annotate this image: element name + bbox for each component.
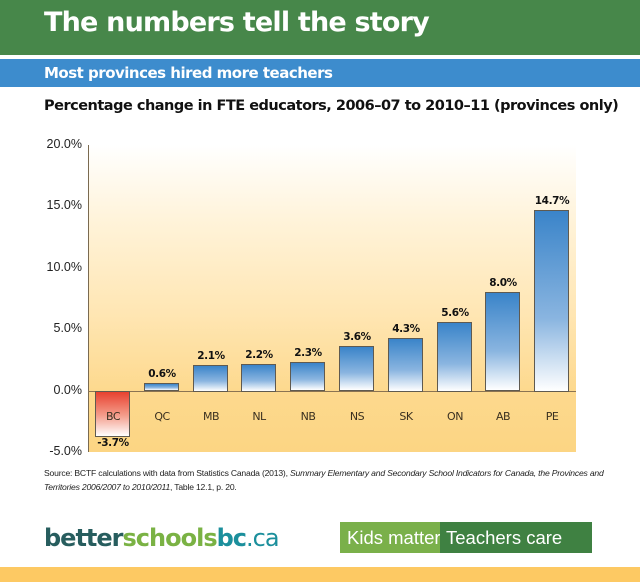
category-label: NB: [300, 410, 316, 423]
y-tick-label: -5.0%: [49, 444, 82, 458]
teachers-care-label: Teachers care: [440, 522, 592, 553]
zero-line: [88, 391, 576, 392]
y-tick-label: 0.0%: [53, 382, 83, 397]
y-tick-label: 15.0%: [46, 198, 82, 213]
bar-qc: [144, 383, 179, 391]
bar-bc: [95, 391, 130, 437]
category-label: AB: [495, 410, 511, 423]
y-tick-label: 10.0%: [46, 259, 82, 274]
source-title: Summary Elementary and Secondary School …: [44, 468, 604, 492]
logo-ca: .ca: [246, 524, 280, 552]
category-label: SK: [399, 410, 413, 423]
chart-title: Percentage change in FTE educators, 2006…: [44, 98, 619, 114]
bar-sk: [388, 338, 423, 392]
category-label: ON: [447, 410, 463, 423]
value-label: 4.3%: [392, 323, 420, 335]
logo-schools: schools: [122, 524, 218, 552]
category-label: NL: [252, 410, 266, 423]
bar-ab: [485, 292, 520, 391]
bar-nl: [241, 364, 276, 392]
value-label: -3.7%: [97, 437, 129, 449]
value-label: 14.7%: [534, 195, 570, 207]
category-label: NS: [349, 410, 365, 423]
kids-matter-label: Kids matter: [340, 522, 441, 553]
source-note: Source: BCTF calculations with data from…: [44, 466, 604, 494]
slogan-badge: Kids matter Teachers care: [340, 522, 592, 553]
bar-mb: [193, 365, 228, 392]
value-label: 2.3%: [294, 347, 322, 359]
y-tick-label: 5.0%: [53, 321, 83, 336]
y-axis: [88, 145, 89, 452]
header-banner: The numbers tell the story: [0, 0, 640, 55]
category-label: BC: [105, 410, 121, 423]
category-label: PE: [545, 410, 559, 423]
value-label: 5.6%: [441, 307, 469, 319]
source-suffix: , Table 12.1, p. 20.: [170, 482, 237, 492]
subheader-banner: Most provinces hired more teachers: [0, 59, 640, 87]
bar-pe: [534, 210, 569, 392]
logo-bc: bc: [216, 524, 247, 552]
logo-better: better: [44, 524, 124, 552]
value-label: 8.0%: [489, 277, 517, 289]
y-tick-label: 20.0%: [46, 137, 82, 151]
footer-band: [0, 567, 640, 582]
value-label: 3.6%: [343, 331, 371, 343]
category-label: MB: [202, 410, 220, 423]
source-prefix: Source: BCTF calculations with data from…: [44, 468, 290, 478]
value-label: 0.6%: [148, 368, 176, 380]
page-title: The numbers tell the story: [44, 7, 430, 38]
value-label: 2.2%: [245, 349, 273, 361]
subtitle: Most provinces hired more teachers: [44, 64, 333, 82]
value-label: 2.1%: [197, 350, 225, 362]
bar-on: [437, 322, 472, 392]
betterschoolsbc-logo: betterschoolsbc.ca: [44, 524, 280, 552]
category-label: QC: [154, 410, 170, 423]
bar-ns: [339, 346, 374, 391]
bar-nb: [290, 362, 325, 391]
